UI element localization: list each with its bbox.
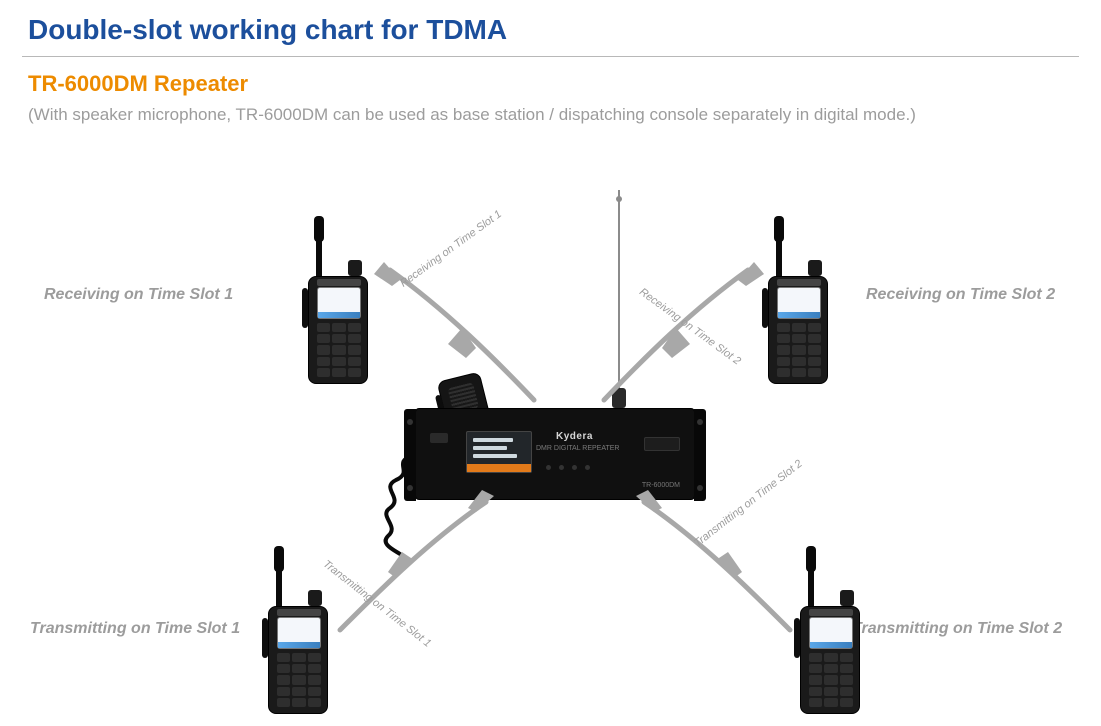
arrow-label-rx1: Receiving on Time Slot 1 (398, 208, 504, 290)
repeater-device-icon: Kydera DMR DIGITAL REPEATER TR-6000DM (415, 408, 695, 500)
handheld-radio-icon (760, 216, 832, 386)
diagram-area: Kydera DMR DIGITAL REPEATER TR-6000DM Re… (0, 170, 1101, 726)
description-text: (With speaker microphone, TR-6000DM can … (0, 105, 1101, 125)
radio-label-tx2: Transmitting on Time Slot 2 (852, 620, 1062, 638)
repeater-brand-label: Kydera (556, 431, 593, 442)
subtitle: TR-6000DM Repeater (0, 57, 1101, 105)
arrow-label-rx2: Receiving on Time Slot 2 (637, 286, 743, 368)
repeater-model-label: TR-6000DM (642, 482, 680, 489)
handheld-radio-icon (792, 546, 864, 716)
arrow-label-tx2: Transmitting on Time Slot 2 (692, 458, 805, 550)
radio-label-tx1: Transmitting on Time Slot 1 (30, 620, 240, 638)
arrow-label-tx1: Transmitting on Time Slot 1 (321, 558, 434, 650)
handheld-radio-icon (300, 216, 372, 386)
arrow-tx1 (320, 490, 500, 640)
page-title: Double-slot working chart for TDMA (0, 0, 1101, 56)
handheld-radio-icon (260, 546, 332, 716)
repeater-antenna-icon (618, 190, 620, 408)
arrow-tx2 (630, 490, 810, 640)
radio-label-rx1: Receiving on Time Slot 1 (44, 286, 233, 304)
radio-label-rx2: Receiving on Time Slot 2 (866, 286, 1055, 304)
